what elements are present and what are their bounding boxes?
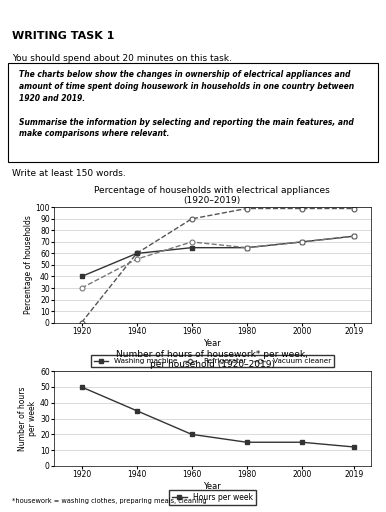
Text: The charts below show the changes in ownership of electrical appliances and
amou: The charts below show the changes in own… — [19, 71, 354, 138]
Title: Percentage of households with electrical appliances
(1920–2019): Percentage of households with electrical… — [95, 186, 330, 205]
Text: *housework = washing clothes, preparing meals, cleaning: *housework = washing clothes, preparing … — [12, 498, 206, 504]
Text: Write at least 150 words.: Write at least 150 words. — [12, 169, 125, 178]
Legend: Washing machine, Refrigerator, Vacuum cleaner: Washing machine, Refrigerator, Vacuum cl… — [91, 355, 334, 367]
Text: You should spend about 20 minutes on this task.: You should spend about 20 minutes on thi… — [12, 54, 232, 63]
Y-axis label: Percentage of households: Percentage of households — [24, 216, 32, 314]
FancyBboxPatch shape — [8, 63, 378, 162]
Text: WRITING: WRITING — [166, 8, 220, 18]
Y-axis label: Number of hours
per week: Number of hours per week — [18, 387, 37, 451]
Text: WRITING TASK 1: WRITING TASK 1 — [12, 31, 114, 41]
Title: Number of hours of housework* per week,
per household (1920–2019): Number of hours of housework* per week, … — [116, 350, 308, 369]
Legend: Hours per week: Hours per week — [169, 489, 256, 505]
X-axis label: Year: Year — [203, 482, 221, 491]
X-axis label: Year: Year — [203, 338, 221, 348]
